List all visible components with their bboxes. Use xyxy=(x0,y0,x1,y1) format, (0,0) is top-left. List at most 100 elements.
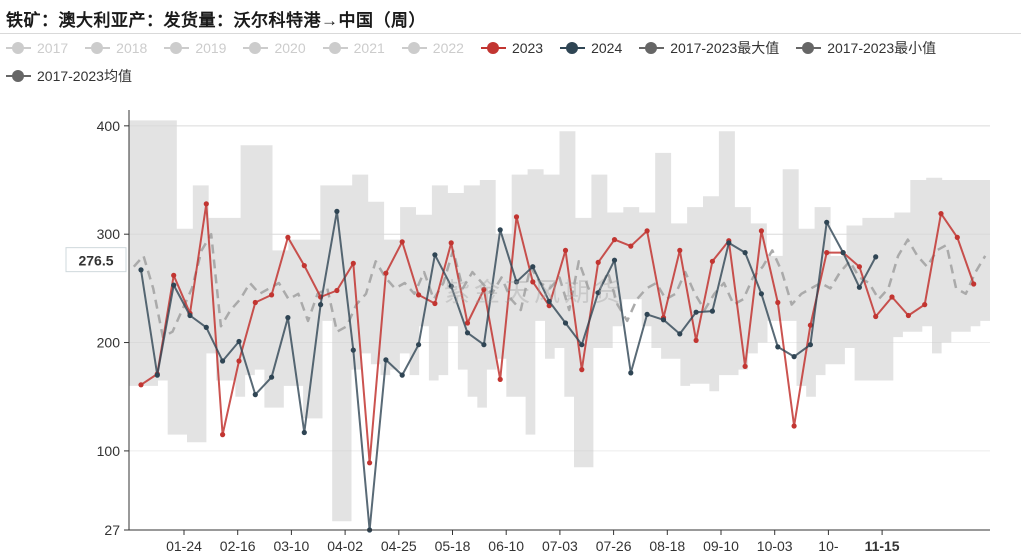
y-tick-label: 200 xyxy=(97,335,121,351)
legend-label: 2018 xyxy=(116,40,148,56)
data-point-2024 xyxy=(530,264,536,270)
data-point-2024 xyxy=(497,227,503,233)
data-point-2024 xyxy=(220,358,226,364)
data-point-2023 xyxy=(236,358,242,364)
data-point-2023 xyxy=(595,259,601,265)
data-point-2023 xyxy=(807,322,814,328)
data-point-2023 xyxy=(383,270,389,276)
data-point-2023 xyxy=(873,313,879,320)
legend-item-10[interactable]: 2017-2023均值 xyxy=(6,66,132,86)
legend-swatch-icon xyxy=(401,41,427,55)
data-point-2023 xyxy=(367,460,373,466)
data-point-2024 xyxy=(285,315,291,321)
data-point-2024 xyxy=(448,283,454,289)
data-point-2023 xyxy=(481,286,487,293)
data-point-2023 xyxy=(709,258,716,264)
data-point-2024 xyxy=(628,370,634,376)
data-point-2024 xyxy=(873,254,879,260)
data-point-2024 xyxy=(513,279,520,285)
data-point-2023 xyxy=(301,263,307,269)
data-point-2024 xyxy=(742,250,748,256)
x-tick-label: 10-03 xyxy=(757,538,793,554)
x-tick-label: 01-24 xyxy=(166,538,202,554)
x-hover-label: 11-15 xyxy=(865,538,900,554)
data-point-2024 xyxy=(611,257,618,263)
data-point-2024 xyxy=(269,374,275,380)
legend-item-3[interactable]: 2020 xyxy=(243,38,306,58)
data-point-2024 xyxy=(562,320,569,326)
legend-label: 2023 xyxy=(511,40,544,56)
legend-label: 2024 xyxy=(591,40,623,56)
legend-item-9[interactable]: 2017-2023最小值 xyxy=(796,38,936,58)
legend-label: 2017-2023最小值 xyxy=(827,40,937,56)
chart-legend: 2017 2018 2019 2020 2021 2022 2023 2024 2017-202… xyxy=(6,38,1018,86)
data-point-2023 xyxy=(677,247,683,253)
data-point-2023 xyxy=(513,214,520,220)
data-point-2024 xyxy=(464,330,471,336)
data-point-2024 xyxy=(399,372,405,378)
legend-label: 2019 xyxy=(195,40,227,56)
legend-item-8[interactable]: 2017-2023最大值 xyxy=(639,38,779,58)
y-tick-label: 300 xyxy=(97,226,121,242)
legend-swatch-icon xyxy=(560,41,586,55)
legend-swatch-icon xyxy=(6,41,31,55)
data-point-2024 xyxy=(203,324,209,330)
data-point-2024 xyxy=(236,338,242,345)
data-point-2023 xyxy=(203,201,209,207)
legend-label: 2017-2023最大值 xyxy=(670,40,780,56)
data-point-2024 xyxy=(660,317,667,323)
data-point-2024 xyxy=(187,312,193,319)
data-point-2023 xyxy=(138,382,144,388)
series-line-2024 xyxy=(140,210,877,531)
legend-label: 2017-2023均值 xyxy=(37,68,132,84)
legend-label: 2020 xyxy=(274,40,306,56)
data-point-2023 xyxy=(269,292,275,298)
data-point-2024 xyxy=(432,252,438,258)
legend-label: 2022 xyxy=(432,40,464,56)
data-point-2023 xyxy=(628,243,634,249)
data-point-2024 xyxy=(856,284,863,290)
legend-item-0[interactable]: 2017 xyxy=(6,38,68,58)
data-point-2024 xyxy=(138,267,144,273)
x-tick-label: 07-26 xyxy=(596,538,632,554)
data-point-2023 xyxy=(464,320,471,326)
legend-item-6[interactable]: 2023 xyxy=(480,38,544,58)
data-point-2023 xyxy=(758,228,765,234)
crosshair: 276.5 xyxy=(65,247,127,273)
x-tick-label: 08-18 xyxy=(649,538,685,554)
data-point-2023 xyxy=(530,279,536,285)
legend-item-2[interactable]: 2019 xyxy=(164,38,226,58)
y-tick-label: 100 xyxy=(97,443,121,459)
data-point-2023 xyxy=(971,281,977,287)
x-tick-label: 04-02 xyxy=(327,538,363,554)
data-point-2023 xyxy=(350,260,356,266)
data-point-2024 xyxy=(252,392,258,398)
legend-item-4[interactable]: 2021 xyxy=(322,38,385,58)
data-point-2023 xyxy=(285,234,291,240)
chart-title: 铁矿：澳大利亚产：发货量：沃尔科特港→中国（周） xyxy=(6,11,426,30)
data-point-2024 xyxy=(677,331,683,337)
data-point-2023 xyxy=(856,264,863,270)
data-point-2023 xyxy=(742,363,748,369)
legend-label: 2017 xyxy=(37,40,69,56)
legend-item-5[interactable]: 2022 xyxy=(401,38,464,58)
legend-item-7[interactable]: 2024 xyxy=(560,38,622,58)
legend-swatch-icon xyxy=(85,41,111,55)
data-point-2023 xyxy=(644,228,650,234)
data-point-2024 xyxy=(350,347,356,353)
x-tick-label: 02-16 xyxy=(220,538,256,554)
x-tick-label: 06-10 xyxy=(488,538,524,554)
data-point-2023 xyxy=(432,300,438,307)
legend-swatch-icon xyxy=(480,41,506,55)
data-point-2023 xyxy=(791,423,797,429)
legend-swatch-icon xyxy=(322,41,348,55)
data-point-2024 xyxy=(775,344,781,350)
x-tick-label: 03-10 xyxy=(273,538,309,554)
legend-item-1[interactable]: 2018 xyxy=(85,38,147,58)
data-point-2023 xyxy=(399,239,405,245)
x-tick-label: 05-18 xyxy=(435,538,471,554)
data-point-2023 xyxy=(497,376,503,382)
data-point-2024 xyxy=(154,372,160,378)
data-point-2024 xyxy=(416,342,422,348)
